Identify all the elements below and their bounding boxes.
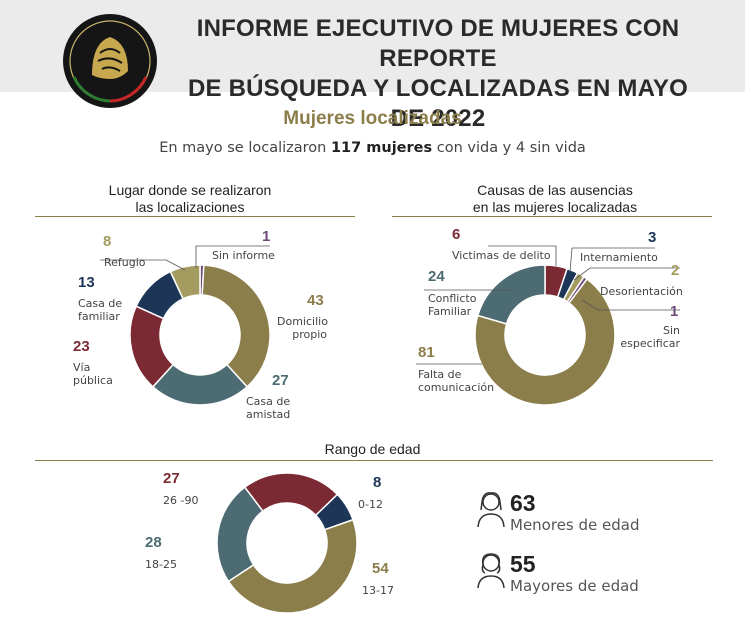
donut-chart-locations [129,264,271,406]
value-internamiento: 3 [648,229,657,246]
chart1-rule [35,216,355,217]
label-via-publica-line1: Vía [73,361,91,374]
chart2-rule [392,216,712,217]
slice-13-17 [227,518,358,614]
section-title: Mujeres localizadas [283,108,462,129]
chart1-title-line2: las localizaciones [135,199,245,215]
label-sin-informe: Sin informe [212,249,275,262]
report-title: INFORME EJECUTIVO DE MUJERES CON REPORTE… [178,14,698,134]
label-sin-especificar-line1: Sin [662,324,680,337]
value-desorientacion: 2 [671,262,680,279]
slice-26-90 [243,472,339,517]
leader-line-desorientacion [573,267,680,281]
value-conflicto: 24 [428,268,445,285]
subtitle-bold: 117 mujeres [330,140,433,156]
chart2-title-line1: Causas de las ausencias [477,182,633,198]
leader-line-sin-informe [195,245,270,268]
value-18-25: 28 [145,534,162,551]
slice-conflicto-familiar [476,264,546,325]
girl-icon [477,492,505,528]
fiscalia-logo [63,14,157,108]
label-falta-line2: comunicación [418,381,495,394]
label-18-25: 18-25 [145,558,177,571]
value-26-90: 27 [163,470,180,487]
chart1-title: Lugar donde se realizaron las localizaci… [40,182,340,216]
label-casa-amistad-line1: Casa de [246,395,291,408]
value-sin-especificar: 1 [670,303,679,320]
label-conflicto-line2: Familiar [428,305,472,318]
donut-chart-causes [474,264,616,406]
value-casa-familiar: 13 [78,274,95,291]
label-victimas: Victimas de delito [452,249,551,262]
label-desorientacion: Desorientación [600,285,683,298]
label-13-17: 13-17 [362,584,394,597]
value-0-12: 8 [373,474,382,491]
label-casa-amistad: Casa de amistad [246,395,291,421]
label-falta: Falta de comunicación [418,368,494,394]
label-domicilio-line2: propio [292,328,327,341]
leader-line-victimas [488,245,557,266]
label-via-publica-line2: pública [73,374,113,387]
subtitle-post: con vida y 4 sin vida [432,140,586,156]
stat-adults-label: Mayores de edad [510,577,639,595]
slice-falta-de-comunicación [474,277,616,406]
woman-icon [477,553,505,589]
value-falta: 81 [418,344,435,361]
label-domicilio: Domicilio propio [277,315,328,341]
label-0-12: 0-12 [358,498,383,511]
chart2-title: Causas de las ausencias en las mujeres l… [400,182,710,216]
label-casa-familiar-line1: Casa de [78,297,123,310]
leader-line-sin-especificar [581,299,680,311]
slice-domicilio-propio [201,264,271,388]
label-via-publica: Vía pública [73,361,113,387]
chart3-rule [35,460,713,461]
label-sin-especificar-line2: especificar [620,337,680,350]
section-subtitle: En mayo se localizaron 117 mujeres con v… [0,140,745,156]
leader-lines [100,245,680,365]
chart1-title-line1: Lugar donde se realizaron [108,182,272,198]
label-domicilio-line1: Domicilio [277,315,328,328]
label-internamiento: Internamiento [580,251,658,264]
title-line-2: DE BÚSQUEDA Y LOCALIZADAS EN MAYO DE 202… [188,75,688,132]
stat-minors-label: Menores de edad [510,516,640,534]
label-refugio: Refugio [104,256,146,269]
value-sin-informe: 1 [262,228,271,245]
label-casa-familiar-line2: familiar [78,310,120,323]
stat-minors-value: 63 [510,490,536,516]
label-sin-especificar: Sin especificar [620,324,680,350]
value-via-publica: 23 [73,338,90,355]
value-13-17: 54 [372,560,389,577]
slice-refugio [169,264,201,300]
stat-adults-value: 55 [510,551,536,577]
label-casa-amistad-line2: amistad [246,408,291,421]
donut-chart-age [216,472,358,614]
subtitle-pre: En mayo se localizaron [159,140,331,156]
label-conflicto: Conflicto Familiar [428,292,476,318]
chart2-title-line2: en las mujeres localizadas [472,199,638,215]
title-line-1: INFORME EJECUTIVO DE MUJERES CON REPORTE [196,15,680,72]
value-casa-amistad: 27 [272,372,289,389]
leader-line-internamiento [569,247,655,273]
value-refugio: 8 [103,233,112,250]
label-26-90: 26 -90 [163,494,199,507]
leader-line-refugio [100,259,186,271]
chart3-title: Rango de edad [324,441,421,457]
value-domicilio: 43 [307,292,324,309]
label-falta-line1: Falta de [418,368,462,381]
label-casa-familiar: Casa de familiar [78,297,122,323]
label-conflicto-line1: Conflicto [428,292,477,305]
value-victimas: 6 [452,226,461,243]
